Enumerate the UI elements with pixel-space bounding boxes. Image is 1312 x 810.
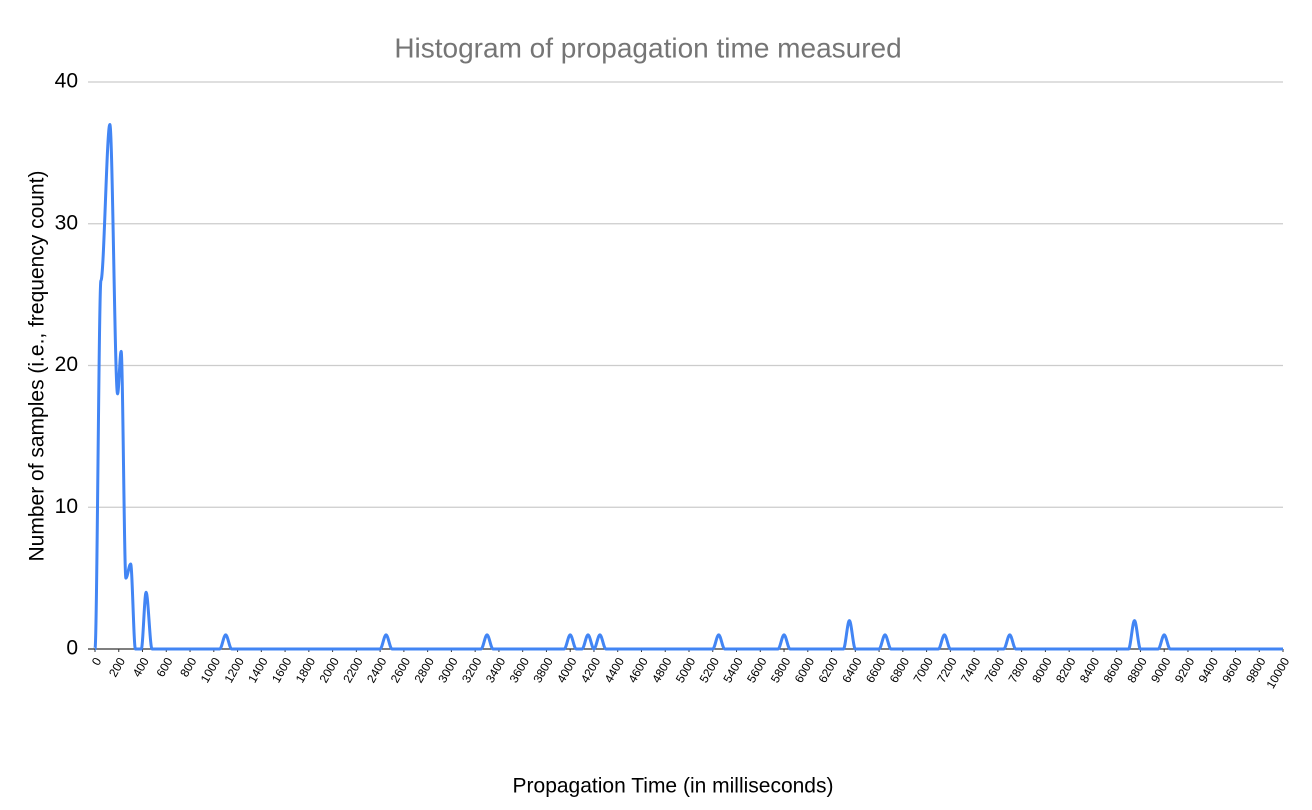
y-tick-label: 40: [55, 70, 78, 93]
x-tick-label: 200: [106, 655, 128, 680]
x-tick-label: 5000: [673, 655, 699, 685]
x-tick-label: 4800: [649, 655, 675, 685]
x-tick-label: 7400: [958, 655, 984, 685]
data-line: [93, 123, 1283, 651]
x-tick-label: 1200: [221, 655, 247, 685]
chart-title: Histogram of propagation time measured: [394, 32, 901, 63]
x-tick-label: 400: [130, 655, 152, 680]
x-tick-label: 600: [153, 655, 175, 680]
x-tick-label: 7000: [910, 655, 936, 685]
x-tick-label: 3400: [483, 655, 509, 685]
x-tick-label: 7600: [982, 655, 1008, 685]
y-tick-label: 30: [55, 211, 78, 234]
x-tick-label: 8400: [1077, 655, 1103, 685]
x-tick-label: 3000: [435, 655, 461, 685]
x-tick-label: 4600: [625, 655, 651, 685]
x-tick-label: 9200: [1172, 655, 1198, 685]
x-tick-label: 5600: [744, 655, 770, 685]
x-tick-label: 7800: [1006, 655, 1032, 685]
x-tick-label: 1400: [245, 655, 271, 685]
x-tick-label: 6800: [887, 655, 913, 685]
x-tick-label: 6400: [839, 655, 865, 685]
y-tick-label: 0: [66, 637, 78, 660]
x-tick-label: 6200: [815, 655, 841, 685]
x-tick-label: 2600: [388, 655, 414, 685]
y-tick-label: 10: [55, 495, 78, 518]
x-tick-label: 9400: [1196, 655, 1222, 685]
x-tick-label: 1000: [198, 655, 224, 685]
x-tick-label: 10000: [1264, 655, 1293, 691]
x-tick-label: 800: [177, 655, 199, 680]
x-tick-label: 3200: [459, 655, 485, 685]
x-tick-label: 7200: [934, 655, 960, 685]
x-tick-label: 2200: [340, 655, 366, 685]
x-tick-label: 8000: [1029, 655, 1055, 685]
x-tick-label: 9600: [1219, 655, 1245, 685]
x-tick-label: 3600: [507, 655, 533, 685]
x-tick-label: 4000: [554, 655, 580, 685]
x-tick-label: 1600: [269, 655, 295, 685]
x-tick-label: 4400: [602, 655, 628, 685]
x-tick-label: 5200: [697, 655, 723, 685]
x-tick-label: 2000: [316, 655, 342, 685]
x-tick-label: 3800: [530, 655, 556, 685]
x-tick-label: 4200: [578, 655, 604, 685]
x-tick-label: 2800: [412, 655, 438, 685]
x-tick-label: 8800: [1124, 655, 1150, 685]
x-tick-label: 1800: [293, 655, 319, 685]
y-axis-label: Number of samples (i.e., frequency count…: [26, 170, 49, 561]
x-tick-label: 5400: [720, 655, 746, 685]
x-tick-label: 8600: [1101, 655, 1127, 685]
x-axis-label: Propagation Time (in milliseconds): [513, 775, 834, 798]
x-tick-label: 9000: [1148, 655, 1174, 685]
x-tick-label: 8200: [1053, 655, 1079, 685]
x-tick-label: 5800: [768, 655, 794, 685]
x-tick-label: 0: [89, 655, 105, 668]
x-tick-label: 2400: [364, 655, 390, 685]
x-tick-label: 6600: [863, 655, 889, 685]
x-tick-label: 6000: [792, 655, 818, 685]
y-tick-label: 20: [55, 353, 78, 376]
